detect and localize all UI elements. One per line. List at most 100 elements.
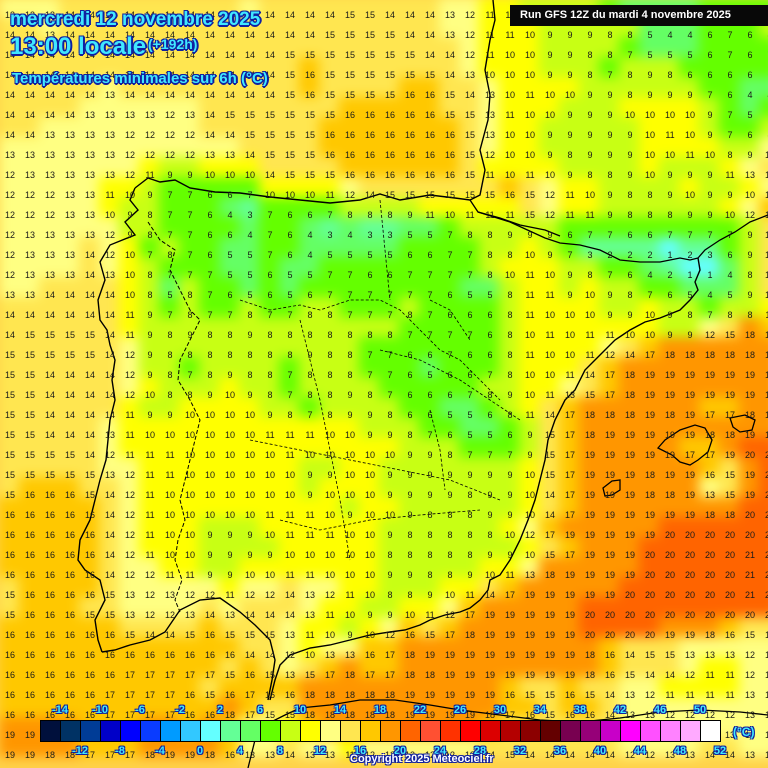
grid-value: 6 <box>447 430 453 440</box>
grid-value: 9 <box>507 230 513 240</box>
grid-value: 10 <box>544 170 555 180</box>
grid-value: 19 <box>524 610 535 620</box>
grid-value: 14 <box>4 310 15 320</box>
grid-value: 10 <box>524 330 535 340</box>
grid-value: 11 <box>305 570 315 580</box>
grid-value: 7 <box>667 230 673 240</box>
grid-value: 9 <box>547 150 553 160</box>
grid-value: 8 <box>507 410 513 420</box>
grid-value: 10 <box>104 210 115 220</box>
field-cell <box>99 77 119 97</box>
grid-value: 14 <box>584 370 595 380</box>
grid-value: 10 <box>544 270 555 280</box>
grid-value: 13 <box>104 270 115 280</box>
grid-value: 6 <box>207 230 213 240</box>
grid-value: 9 <box>487 470 493 480</box>
grid-value: 11 <box>725 690 735 700</box>
grid-value: 8 <box>507 250 513 260</box>
grid-value: 19 <box>684 630 695 640</box>
grid-value: 16 <box>24 490 35 500</box>
field-cell <box>119 37 139 57</box>
grid-value: 9 <box>267 410 273 420</box>
grid-value: 21 <box>764 570 768 580</box>
grid-value: 8 <box>287 410 293 420</box>
grid-value: 15 <box>64 470 75 480</box>
grid-value: 18 <box>44 750 55 760</box>
grid-value: 16 <box>64 570 75 580</box>
grid-value: 11 <box>725 170 735 180</box>
field-cell <box>0 77 19 97</box>
grid-value: 5 <box>307 270 313 280</box>
grid-value: 6 <box>407 390 413 400</box>
grid-value: 6 <box>567 230 573 240</box>
field-cell <box>559 137 579 157</box>
grid-value: 9 <box>147 330 153 340</box>
grid-value: 12 <box>4 210 15 220</box>
grid-value: 19 <box>624 450 635 460</box>
grid-value: 5 <box>227 250 233 260</box>
grid-value: 15 <box>524 690 535 700</box>
grid-value: 21 <box>764 590 768 600</box>
grid-value: 13 <box>24 150 35 160</box>
grid-value: 14 <box>544 490 555 500</box>
grid-value: 17 <box>164 670 175 680</box>
grid-value: 20 <box>744 530 755 540</box>
field-cell <box>59 17 79 37</box>
grid-value: 12 <box>464 10 475 20</box>
grid-value: 13 <box>84 130 95 140</box>
grid-value: 10 <box>244 490 255 500</box>
field-cell <box>79 77 99 97</box>
grid-value: 14 <box>204 30 215 40</box>
grid-value: 5 <box>287 290 293 300</box>
grid-value: 2 <box>607 250 613 260</box>
field-cell <box>119 97 139 117</box>
grid-value: 16 <box>504 690 515 700</box>
grid-value: 5 <box>387 250 393 260</box>
grid-value: 12 <box>284 650 295 660</box>
grid-value: 7 <box>760 50 768 60</box>
grid-value: 19 <box>664 450 675 460</box>
grid-value: 15 <box>104 590 115 600</box>
legend-swatch <box>261 721 281 741</box>
field-cell <box>539 177 559 197</box>
grid-value: 19 <box>624 430 635 440</box>
grid-value: 14 <box>64 430 75 440</box>
grid-value: 17 <box>764 330 768 340</box>
field-cell <box>599 77 619 97</box>
grid-value: 13 <box>164 590 175 600</box>
grid-value: 6 <box>727 250 733 260</box>
grid-value: 9 <box>667 310 673 320</box>
grid-value: 19 <box>684 470 695 480</box>
grid-value: 8 <box>667 70 673 80</box>
grid-value: 13 <box>84 170 95 180</box>
grid-value: 11 <box>665 130 675 140</box>
grid-value: 17 <box>684 450 695 460</box>
grid-value: 13 <box>44 150 55 160</box>
legend-swatch <box>641 721 661 741</box>
grid-value: 15 <box>324 170 335 180</box>
grid-value: 3 <box>387 230 393 240</box>
grid-value: 8 <box>187 310 193 320</box>
grid-value: 15 <box>284 70 295 80</box>
grid-value: 15 <box>404 70 415 80</box>
grid-value: 14 <box>84 430 95 440</box>
grid-value: 12 <box>4 250 15 260</box>
grid-value: 16 <box>384 170 395 180</box>
grid-value: 16 <box>384 110 395 120</box>
grid-value: 15 <box>224 110 235 120</box>
field-cell <box>119 0 139 17</box>
grid-value: 9 <box>627 170 633 180</box>
grid-value: 7 <box>427 290 433 300</box>
grid-value: 19 <box>644 390 655 400</box>
grid-value: 15 <box>204 690 215 700</box>
grid-value: 16 <box>24 630 35 640</box>
field-cell <box>719 77 739 97</box>
grid-value: 5 <box>647 30 653 40</box>
grid-value: 16 <box>64 690 75 700</box>
grid-value: 20 <box>724 590 735 600</box>
grid-value: 14 <box>4 90 15 100</box>
field-cell <box>659 117 679 137</box>
grid-value: 10 <box>344 490 355 500</box>
legend-label-bottom: 32 <box>513 745 527 757</box>
grid-value: 14 <box>4 130 15 140</box>
